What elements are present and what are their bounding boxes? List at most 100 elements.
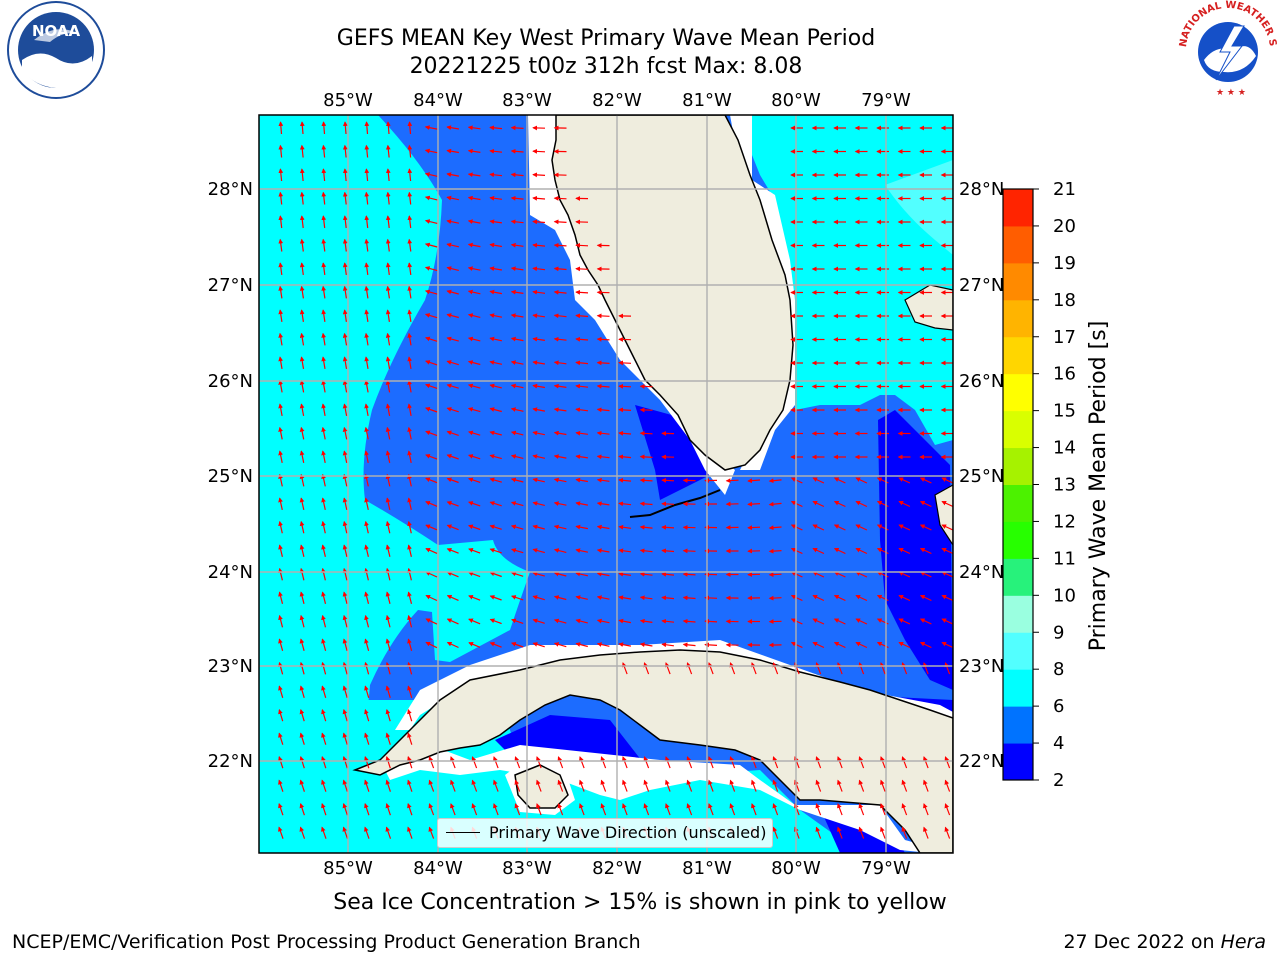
wave-direction-arrow — [407, 403, 412, 417]
wave-direction-arrow — [751, 662, 757, 675]
wave-direction-arrow — [385, 614, 391, 628]
wave-direction-arrow — [364, 379, 369, 393]
wave-direction-arrow — [639, 595, 653, 601]
wave-direction-arrow — [278, 732, 284, 745]
wave-direction-arrow — [342, 591, 348, 604]
wave-direction-arrow — [837, 826, 843, 839]
colorbar-tick-label: 10 — [1053, 585, 1076, 606]
wave-direction-arrow — [342, 238, 348, 252]
wave-direction-arrow — [321, 426, 326, 440]
wave-direction-arrow — [622, 803, 628, 816]
colorbar-tick-label: 14 — [1053, 438, 1076, 459]
wave-direction-arrow — [639, 571, 653, 577]
wave-direction-arrow — [898, 547, 911, 555]
wave-direction-arrow — [596, 501, 610, 507]
wave-direction-arrow — [510, 195, 524, 201]
wave-direction-arrow — [407, 144, 413, 158]
wave-direction-arrow — [553, 196, 567, 201]
wave-direction-arrow — [553, 289, 567, 295]
wave-direction-arrow — [858, 756, 865, 769]
wave-direction-arrow — [321, 544, 326, 557]
wave-direction-arrow — [596, 336, 610, 342]
wave-direction-arrow — [532, 313, 545, 319]
wave-direction-arrow — [596, 313, 610, 319]
wave-direction-arrow — [639, 618, 653, 624]
wave-direction-arrow — [278, 379, 283, 393]
wave-direction-arrow — [553, 571, 567, 577]
wave-direction-arrow — [941, 594, 953, 602]
wave-direction-arrow — [855, 571, 868, 578]
wave-direction-arrow — [923, 826, 929, 839]
wave-direction-arrow — [321, 403, 326, 417]
wave-direction-arrow — [278, 168, 284, 182]
map-title: GEFS MEAN Key West Primary Wave Mean Per… — [336, 26, 876, 51]
wave-direction-arrow — [833, 477, 846, 484]
colorbar-segment — [1003, 669, 1033, 707]
wave-direction-arrow — [919, 641, 932, 649]
wave-direction-arrow — [855, 594, 868, 602]
wave-direction-arrow — [299, 168, 305, 182]
wave-direction-arrow — [425, 477, 438, 484]
wave-direction-arrow — [342, 497, 348, 511]
wave-direction-arrow — [686, 756, 693, 769]
lon-tick-bottom: 81°W — [682, 858, 732, 879]
wave-direction-arrow — [364, 544, 369, 557]
wave-direction-arrow — [898, 571, 911, 578]
wave-direction-arrow — [665, 662, 671, 675]
wave-direction-arrow — [557, 803, 564, 816]
wave-direction-arrow — [299, 544, 305, 557]
wave-direction-arrow — [751, 756, 757, 769]
wave-direction-arrow — [321, 285, 327, 299]
wave-direction-arrow — [833, 641, 846, 649]
wave-direction-arrow — [901, 662, 908, 675]
wave-direction-arrow — [446, 266, 459, 271]
wave-direction-arrow — [364, 709, 370, 722]
wave-direction-arrow — [428, 756, 435, 769]
wave-direction-arrow — [553, 360, 567, 366]
wave-direction-arrow — [510, 266, 524, 272]
wave-direction-arrow — [299, 121, 305, 135]
wave-direction-arrow — [342, 262, 348, 275]
wave-direction-arrow — [596, 595, 610, 600]
wave-direction-arrow — [364, 497, 369, 511]
wave-direction-arrow — [364, 285, 370, 299]
wave-direction-arrow — [618, 477, 632, 483]
wave-direction-arrow — [815, 826, 822, 839]
lat-tick-left: 22°N — [208, 751, 253, 772]
wave-direction-arrow — [686, 803, 693, 816]
wave-direction-arrow — [553, 242, 567, 248]
wave-direction-arrow — [510, 501, 524, 507]
wave-direction-arrow — [532, 477, 545, 483]
wave-direction-arrow — [385, 685, 391, 698]
period-band-8-9 — [885, 160, 953, 255]
wave-direction-arrow — [944, 803, 951, 816]
wave-direction-arrow — [471, 803, 478, 816]
wave-direction-arrow — [446, 571, 459, 578]
wave-direction-arrow — [446, 477, 459, 484]
wave-direction-arrow — [278, 826, 284, 839]
wave-direction-arrow — [364, 332, 370, 346]
wave-direction-arrow — [385, 497, 391, 511]
legend-line-swatch — [446, 832, 480, 833]
wave-direction-arrow — [467, 383, 481, 389]
wave-direction-arrow — [532, 548, 545, 554]
wave-direction-arrow — [407, 379, 412, 393]
wave-direction-arrow — [708, 779, 714, 792]
wave-direction-arrow — [532, 383, 546, 389]
wave-direction-arrow — [639, 431, 653, 436]
wave-direction-arrow — [424, 289, 438, 295]
wave-direction-arrow — [596, 477, 610, 483]
wave-direction-arrow — [321, 356, 327, 370]
wave-direction-arrow — [622, 662, 628, 675]
wave-direction-arrow — [532, 642, 545, 648]
nws-logo-icon: NATIONAL WEATHER SERVICE ★ ★ ★ — [1176, 0, 1278, 98]
lon-tick-bottom: 85°W — [323, 858, 373, 879]
wave-direction-arrow — [729, 779, 736, 792]
wave-direction-arrow — [618, 618, 632, 624]
wave-direction-arrow — [467, 407, 481, 413]
wave-direction-arrow — [639, 548, 653, 554]
wave-direction-arrow — [532, 618, 545, 624]
wave-direction-arrow — [278, 332, 284, 346]
wave-direction-arrow — [299, 661, 305, 675]
colorbar: 2 4 6 8 9 10 11 12 13 14 15 16 17 18 19 20 21 — [1002, 179, 1076, 791]
